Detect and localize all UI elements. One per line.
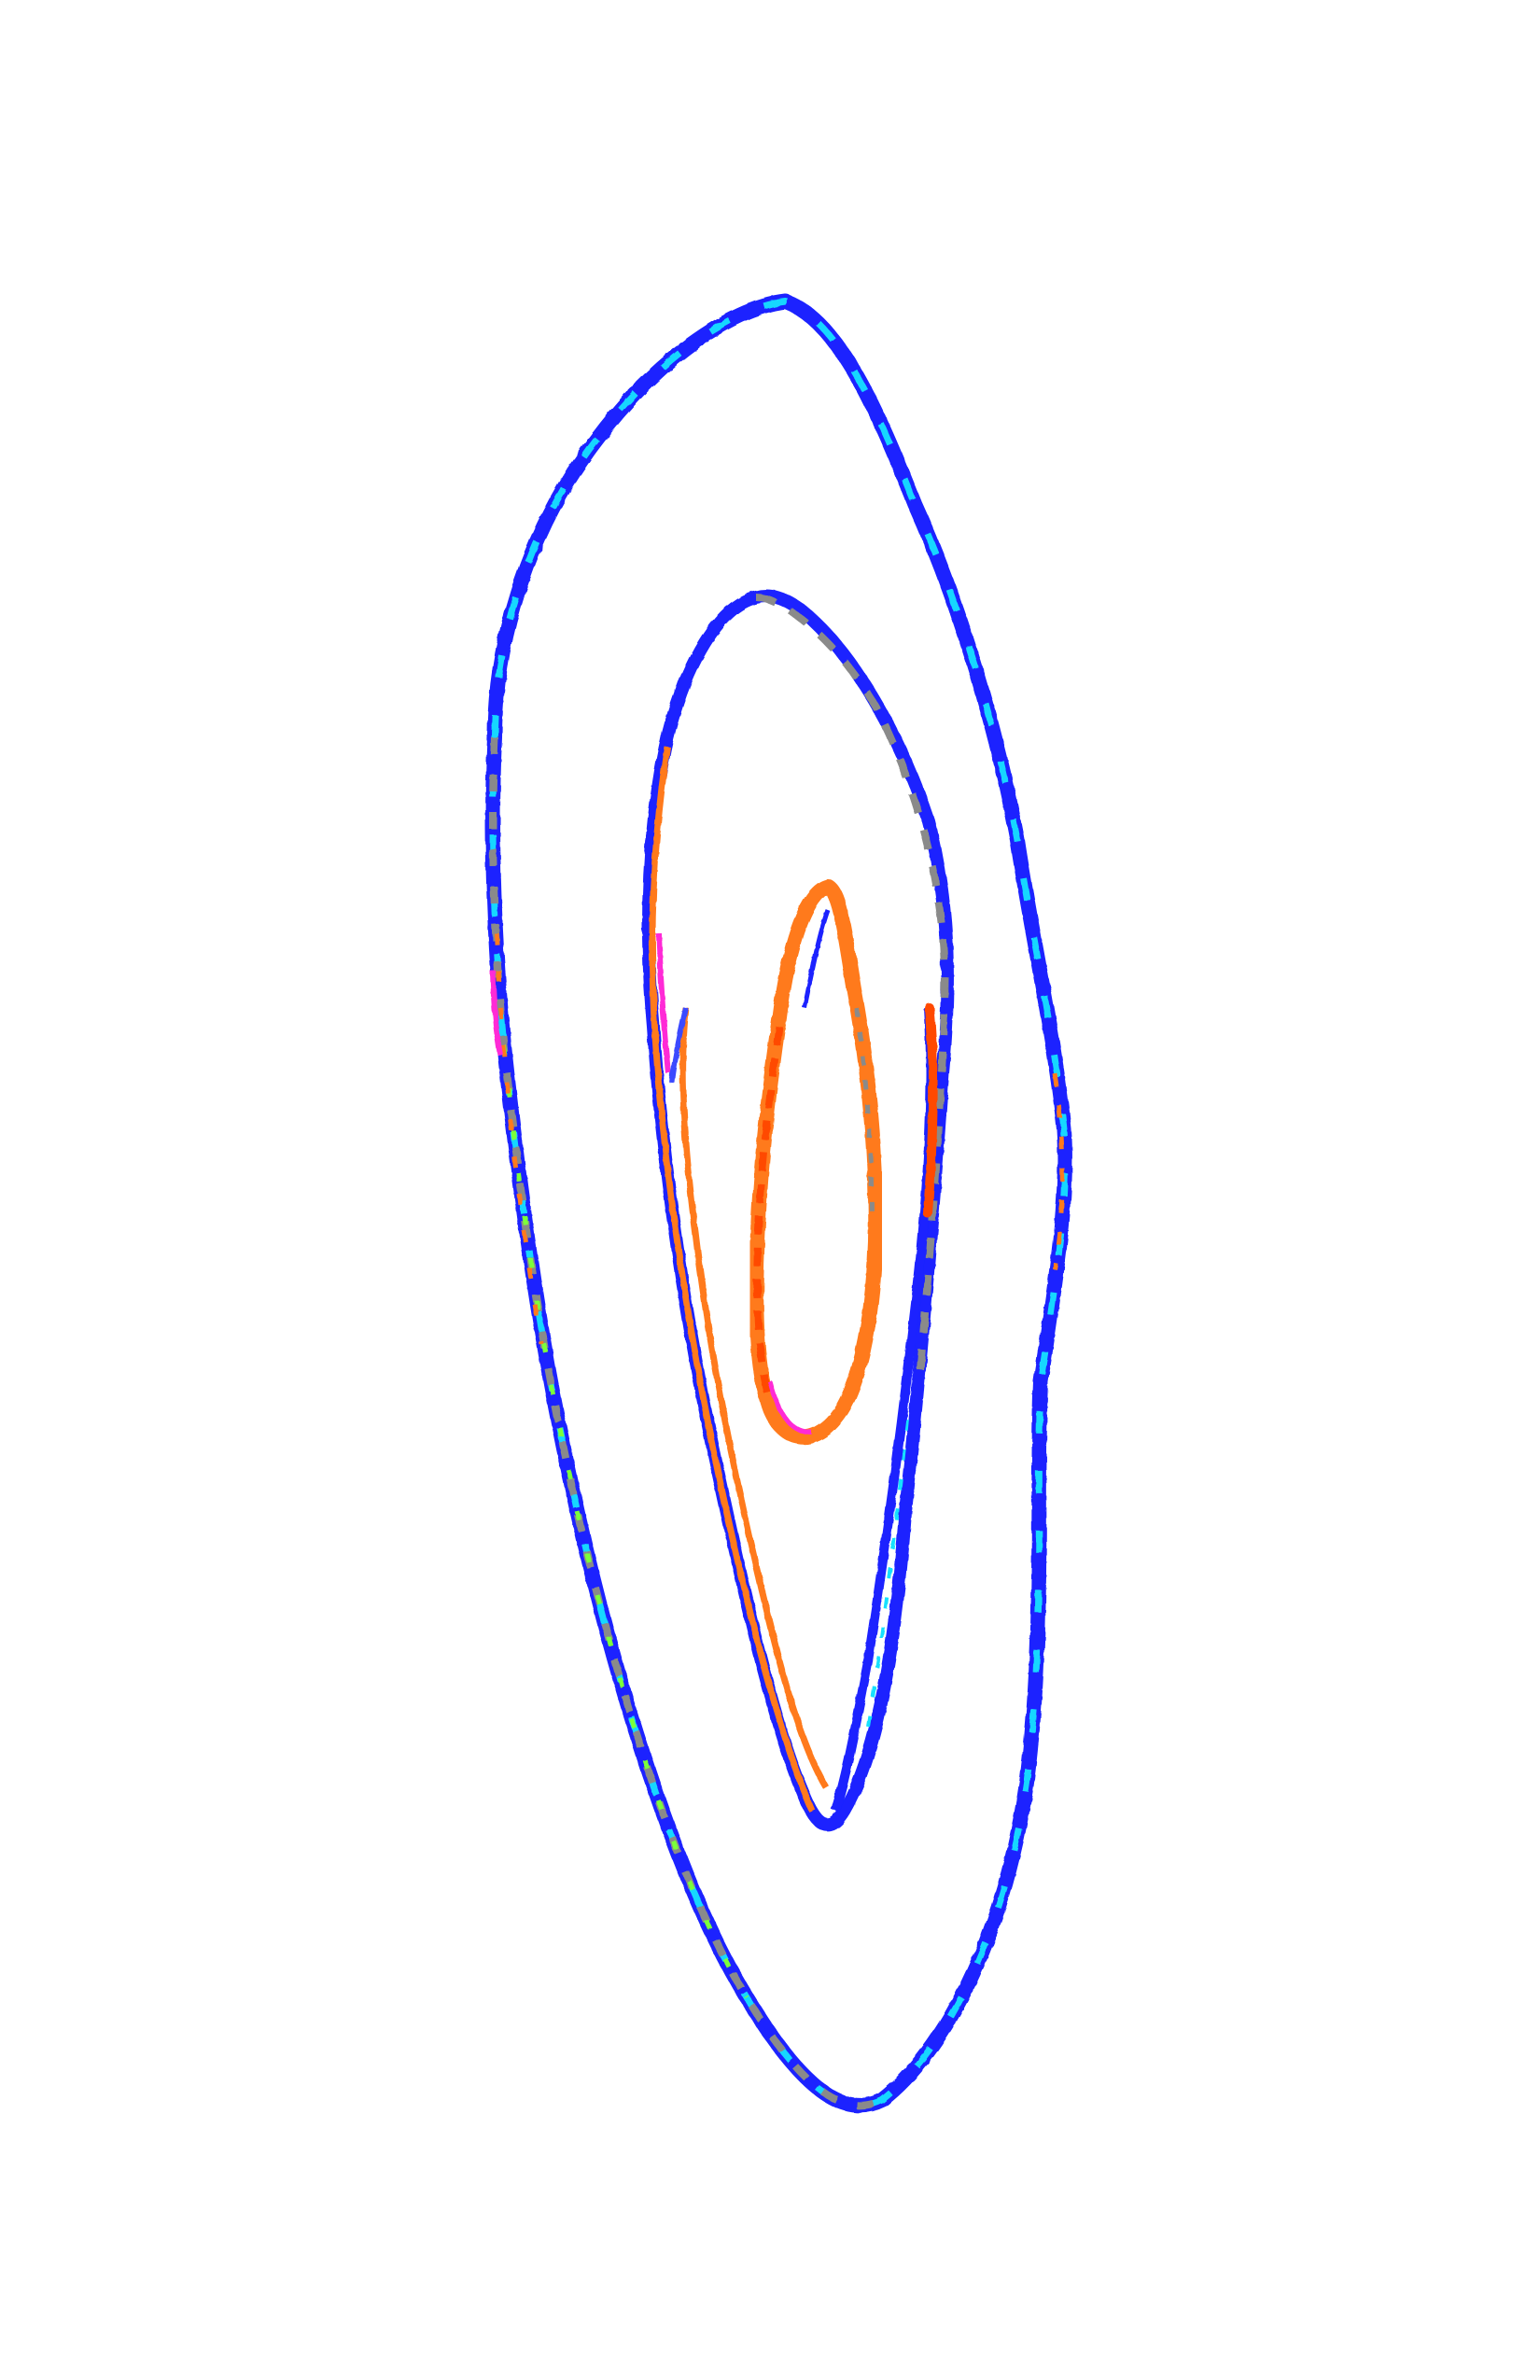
inner-loop-trace: [749, 879, 884, 1445]
middle-loop-spur: [679, 1007, 830, 1789]
middle-loop-spur-hook: [669, 1007, 689, 1084]
outer-loop-trace-orange: [494, 932, 544, 1345]
outer-loop: [485, 294, 1072, 2113]
middle-loop-trace-magenta: [656, 932, 671, 1074]
inner-loop-trace-gray: [854, 1007, 875, 1214]
outer-loop-trace-cyan: [489, 298, 1069, 2109]
inner-loop-trace-magenta: [767, 1380, 813, 1435]
middle-loop-trace-cyan: [866, 1418, 909, 1728]
middle-loop: [642, 589, 954, 1832]
outer-loop-trace-magenta: [490, 970, 503, 1056]
inner-loop-trace-red: [753, 1026, 783, 1407]
middle-loop-trace-gray: [755, 594, 948, 1382]
middle-loop-spur-orange: [923, 1003, 938, 1218]
outer-loop-trace-orange-right: [1052, 1072, 1065, 1270]
middle-loop-trace-orange: [649, 746, 816, 1813]
inner-loop: [749, 879, 884, 1445]
outer-loop-trace-gray: [489, 736, 884, 2109]
inner-loop-trace-blue: [802, 909, 831, 1009]
